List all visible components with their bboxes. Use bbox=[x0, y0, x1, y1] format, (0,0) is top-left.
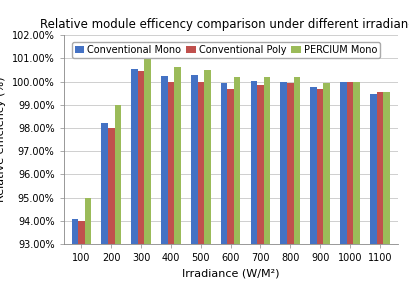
Bar bbox=[375, 92, 382, 294]
Bar bbox=[220, 83, 227, 294]
Bar bbox=[346, 82, 353, 294]
Bar bbox=[85, 198, 91, 294]
Bar bbox=[227, 88, 234, 294]
Bar bbox=[256, 85, 263, 294]
Bar bbox=[280, 82, 286, 294]
Bar bbox=[293, 77, 299, 294]
Y-axis label: Relative efficiency (%): Relative efficiency (%) bbox=[0, 77, 6, 202]
Bar bbox=[353, 82, 359, 294]
Bar bbox=[108, 128, 114, 294]
Bar bbox=[310, 88, 316, 294]
Bar bbox=[369, 94, 375, 294]
Bar bbox=[114, 105, 121, 294]
Bar bbox=[144, 59, 151, 294]
Bar bbox=[382, 92, 389, 294]
Bar bbox=[72, 218, 78, 294]
Bar bbox=[197, 82, 204, 294]
Bar bbox=[131, 69, 137, 294]
Bar bbox=[191, 75, 197, 294]
Bar bbox=[204, 70, 210, 294]
Title: Relative module efficency comparison under different irradiance: Relative module efficency comparison und… bbox=[40, 18, 409, 31]
Bar bbox=[250, 81, 256, 294]
Bar bbox=[161, 76, 167, 294]
Legend: Conventional Mono, Conventional Poly, PERCIUM Mono: Conventional Mono, Conventional Poly, PE… bbox=[72, 42, 379, 58]
Bar bbox=[339, 82, 346, 294]
X-axis label: Irradiance (W/M²): Irradiance (W/M²) bbox=[182, 269, 279, 279]
Bar bbox=[101, 123, 108, 294]
Bar bbox=[263, 77, 270, 294]
Bar bbox=[286, 83, 293, 294]
Bar bbox=[78, 221, 85, 294]
Bar bbox=[167, 82, 174, 294]
Bar bbox=[234, 77, 240, 294]
Bar bbox=[174, 67, 180, 294]
Bar bbox=[137, 71, 144, 294]
Bar bbox=[316, 88, 323, 294]
Bar bbox=[323, 83, 329, 294]
